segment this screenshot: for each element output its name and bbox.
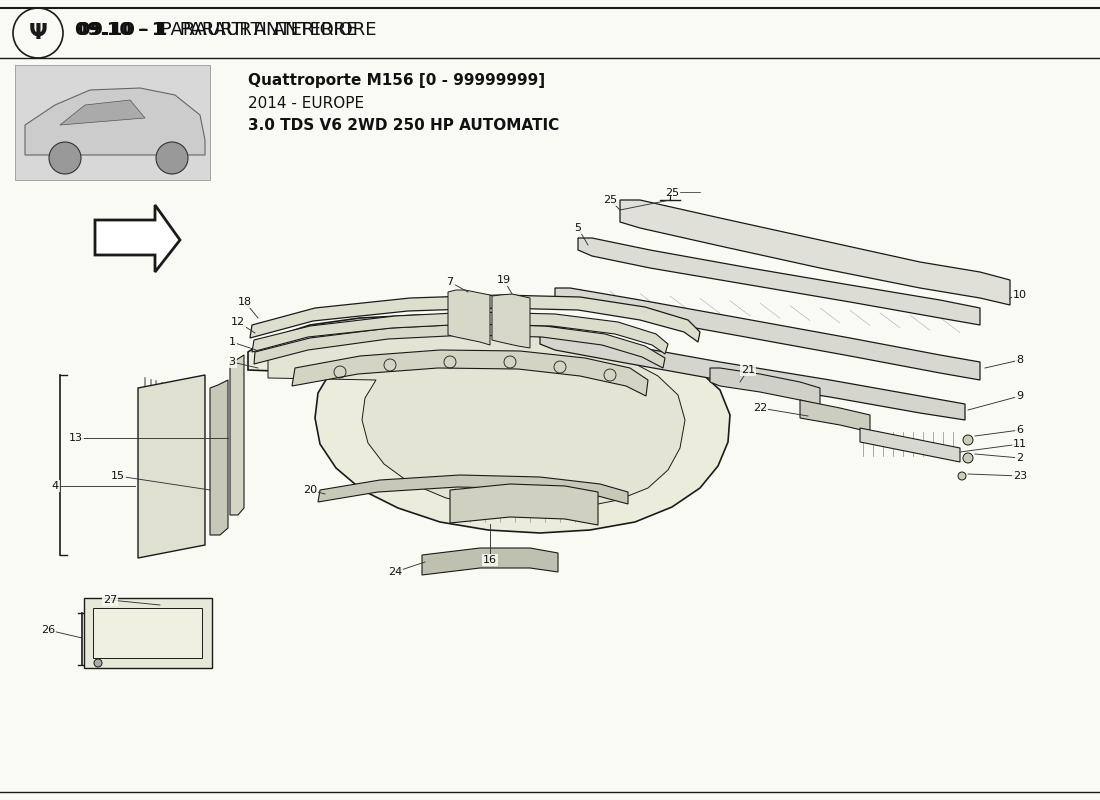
Polygon shape	[210, 380, 228, 535]
Text: [car image]: [car image]	[84, 118, 141, 128]
Circle shape	[962, 453, 974, 463]
Circle shape	[962, 435, 974, 445]
Polygon shape	[94, 608, 202, 658]
Text: 8: 8	[1016, 355, 1024, 365]
Polygon shape	[710, 368, 820, 405]
Text: 16: 16	[483, 555, 497, 565]
Polygon shape	[578, 238, 980, 325]
Polygon shape	[448, 290, 490, 345]
Text: 11: 11	[1013, 439, 1027, 449]
Circle shape	[94, 659, 102, 667]
Text: 5: 5	[574, 223, 582, 233]
Polygon shape	[138, 375, 205, 558]
Polygon shape	[292, 350, 648, 396]
Text: 22: 22	[752, 403, 767, 413]
Text: 7: 7	[447, 277, 453, 287]
Text: PARAURTI ANTERIORE: PARAURTI ANTERIORE	[174, 21, 376, 39]
Polygon shape	[860, 428, 960, 462]
Text: 20: 20	[302, 485, 317, 495]
Text: PARAURTI ANTERIORE: PARAURTI ANTERIORE	[155, 21, 358, 39]
Polygon shape	[95, 205, 180, 272]
Text: 10: 10	[1013, 290, 1027, 300]
Text: 18: 18	[238, 297, 252, 307]
Text: 09.10 - 1: 09.10 - 1	[75, 21, 164, 39]
Polygon shape	[60, 100, 145, 125]
Text: 23: 23	[1013, 471, 1027, 481]
Text: 26: 26	[41, 625, 55, 635]
Polygon shape	[25, 88, 205, 155]
Text: 2: 2	[1016, 453, 1024, 463]
Polygon shape	[252, 312, 668, 354]
Text: 3: 3	[229, 357, 235, 367]
Text: 4: 4	[52, 481, 58, 491]
Polygon shape	[800, 400, 870, 432]
Text: 27: 27	[103, 595, 117, 605]
Polygon shape	[450, 484, 598, 525]
Text: 15: 15	[111, 471, 125, 481]
Text: 21: 21	[741, 365, 755, 375]
Polygon shape	[620, 200, 1010, 305]
Polygon shape	[230, 355, 244, 515]
Text: 25: 25	[603, 195, 617, 205]
Polygon shape	[556, 288, 980, 380]
Circle shape	[958, 472, 966, 480]
Text: 09.10 - 1: 09.10 - 1	[78, 21, 167, 39]
Text: Ψ: Ψ	[29, 23, 47, 43]
Text: 1: 1	[229, 337, 235, 347]
FancyBboxPatch shape	[15, 65, 210, 180]
Polygon shape	[254, 324, 666, 368]
Text: 3.0 TDS V6 2WD 250 HP AUTOMATIC: 3.0 TDS V6 2WD 250 HP AUTOMATIC	[248, 118, 559, 134]
Text: 2014 - EUROPE: 2014 - EUROPE	[248, 95, 364, 110]
Polygon shape	[250, 295, 700, 342]
Circle shape	[50, 142, 81, 174]
Text: 9: 9	[1016, 391, 1024, 401]
Text: 25: 25	[664, 188, 679, 198]
Polygon shape	[540, 332, 965, 420]
Text: Quattroporte M156 [0 - 99999999]: Quattroporte M156 [0 - 99999999]	[248, 73, 546, 87]
Text: 24: 24	[388, 567, 403, 577]
Circle shape	[156, 142, 188, 174]
Polygon shape	[84, 598, 212, 668]
Text: 19: 19	[497, 275, 512, 285]
Polygon shape	[492, 294, 530, 348]
Text: 13: 13	[69, 433, 82, 443]
Polygon shape	[318, 475, 628, 504]
Polygon shape	[422, 548, 558, 575]
Polygon shape	[248, 315, 730, 533]
Polygon shape	[268, 330, 685, 510]
Text: 12: 12	[231, 317, 245, 327]
Text: 6: 6	[1016, 425, 1023, 435]
